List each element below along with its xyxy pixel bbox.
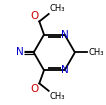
Text: O: O [30, 84, 38, 94]
Text: CH₃: CH₃ [50, 4, 65, 13]
Text: N: N [16, 47, 23, 57]
Text: N: N [61, 30, 69, 40]
Text: CH₃: CH₃ [50, 92, 65, 101]
Text: CH₃: CH₃ [89, 48, 104, 57]
Text: N: N [61, 65, 69, 75]
Text: O: O [30, 10, 38, 21]
